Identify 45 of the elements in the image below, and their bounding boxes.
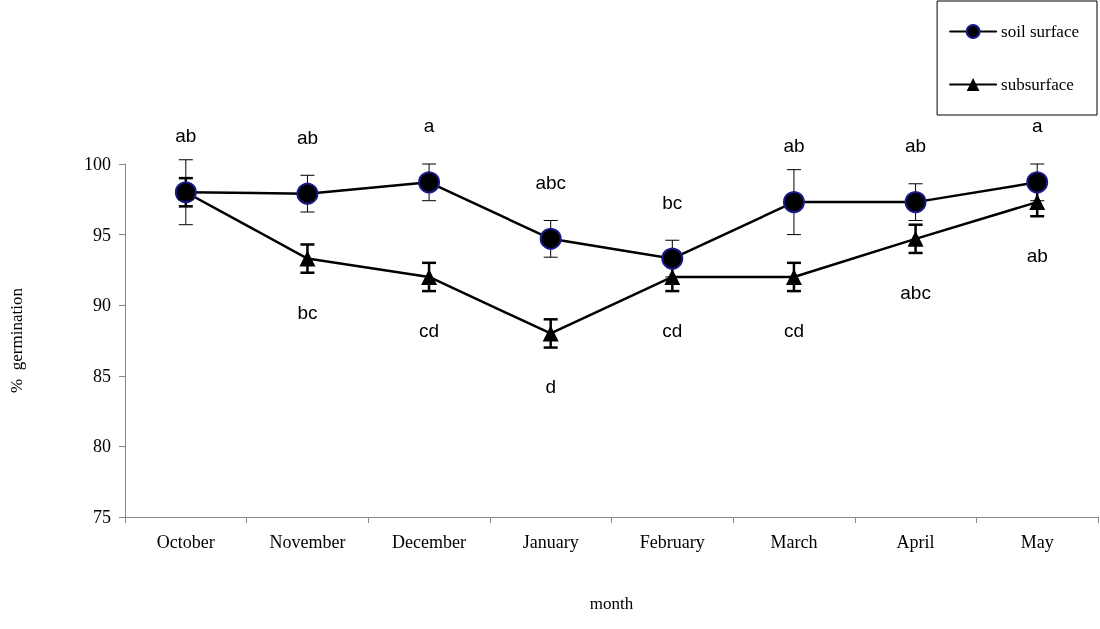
- legend-label: soil surface: [1001, 22, 1079, 41]
- data-label: a: [423, 115, 435, 137]
- data-label: bc: [297, 301, 318, 323]
- y-tick-label: 100: [84, 154, 111, 174]
- x-tick-label: March: [770, 532, 818, 552]
- data-label: abc: [900, 281, 931, 303]
- point: [299, 250, 316, 267]
- point: [664, 268, 681, 285]
- y-tick-label: 90: [93, 295, 111, 316]
- y-tick-label: 95: [93, 224, 111, 245]
- data-label: ab: [175, 125, 197, 147]
- point: [661, 247, 684, 270]
- data-label: cd: [783, 319, 804, 341]
- data-label: ab: [296, 126, 319, 148]
- y-tick-label: 75: [93, 507, 111, 527]
- x-tick-label: October: [156, 532, 215, 552]
- point: [539, 227, 562, 250]
- x-tick-label: December: [392, 532, 467, 552]
- x-tick-label: January: [522, 532, 579, 552]
- x-tick-label: April: [896, 532, 935, 552]
- data-label: d: [545, 376, 556, 398]
- x-axis-title: month: [589, 594, 634, 613]
- x-tick-label: November: [269, 532, 346, 552]
- data-label: ab: [1026, 245, 1048, 267]
- point: [1026, 171, 1049, 194]
- point: [296, 182, 319, 205]
- point: [418, 171, 441, 194]
- y-axis-title: % germination: [7, 287, 26, 393]
- point: [1029, 194, 1046, 211]
- data-label: a: [1031, 115, 1043, 137]
- x-tick-label: May: [1020, 532, 1054, 552]
- point: [782, 191, 805, 214]
- data-label: ab: [783, 135, 805, 157]
- point: [907, 230, 924, 247]
- data-label: ab: [904, 135, 927, 157]
- data-label: cd: [419, 319, 440, 341]
- data-label: cd: [662, 319, 683, 341]
- point: [904, 191, 927, 214]
- y-tick-label: 85: [93, 365, 111, 386]
- x-tick-label: February: [639, 532, 705, 552]
- data-label: bc: [662, 191, 683, 213]
- y-tick-label: 80: [93, 436, 111, 457]
- data-label: abc: [535, 171, 567, 193]
- legend-label: subsurface: [1001, 75, 1074, 94]
- point: [542, 325, 559, 342]
